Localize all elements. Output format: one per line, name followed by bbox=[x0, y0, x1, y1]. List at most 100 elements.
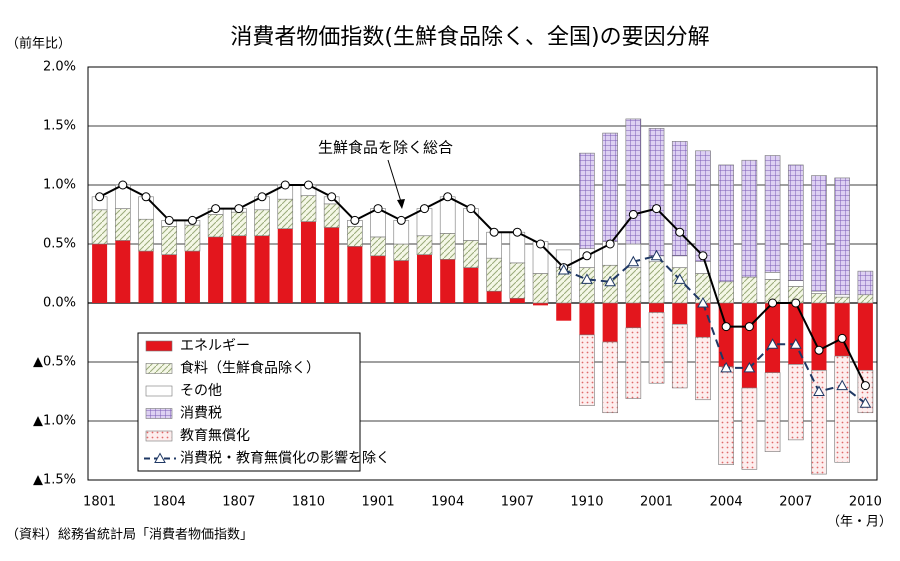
bar-segment bbox=[671, 323, 688, 389]
bar-segment bbox=[741, 159, 758, 278]
bar-segment bbox=[579, 303, 595, 335]
bar-segment bbox=[184, 224, 201, 252]
line bbox=[99, 183, 867, 387]
bar-segment bbox=[718, 303, 734, 367]
bar-segment bbox=[416, 235, 433, 255]
bar-segment bbox=[231, 211, 247, 237]
bar-segment bbox=[579, 152, 595, 250]
legend-label: 消費税 bbox=[180, 406, 222, 422]
bar-segment bbox=[91, 209, 108, 245]
bar-segment bbox=[439, 196, 456, 234]
marker bbox=[489, 227, 499, 237]
marker bbox=[187, 215, 197, 225]
bar-segment bbox=[115, 240, 131, 303]
bar-segment bbox=[370, 236, 386, 257]
bar-segment bbox=[811, 175, 827, 292]
bar-segment bbox=[764, 272, 781, 280]
bar-segment bbox=[811, 303, 827, 371]
marker bbox=[280, 180, 290, 190]
y-tick-label: 0.5% bbox=[43, 237, 76, 252]
x-tick-label: 1801 bbox=[83, 495, 116, 510]
bar-segment bbox=[161, 226, 178, 255]
bar-segment bbox=[440, 259, 456, 303]
bar-segment bbox=[207, 214, 224, 238]
x-tick-label: 1810 bbox=[292, 495, 325, 510]
bar-segment bbox=[463, 240, 479, 268]
y-tick-label: 0.0% bbox=[43, 296, 76, 311]
bar-segment bbox=[857, 369, 874, 414]
bar-segment bbox=[254, 209, 270, 237]
marker bbox=[536, 239, 546, 249]
bar-segment bbox=[509, 262, 526, 299]
marker bbox=[582, 251, 592, 261]
bar-segment bbox=[486, 257, 502, 292]
y-tick-label: 1.0% bbox=[43, 178, 76, 193]
bar-segment bbox=[300, 195, 317, 222]
bar-segment bbox=[532, 273, 549, 304]
marker bbox=[859, 397, 872, 408]
marker bbox=[628, 210, 638, 219]
bar-segment bbox=[671, 255, 688, 268]
marker bbox=[303, 180, 313, 190]
annotation: 生鮮食品を除く総合 bbox=[318, 139, 453, 157]
marker bbox=[604, 275, 616, 287]
marker bbox=[744, 322, 754, 332]
legend-swatch bbox=[145, 408, 173, 419]
bar-segment bbox=[254, 235, 270, 303]
legend-marker bbox=[154, 452, 166, 463]
marker bbox=[743, 361, 756, 373]
marker bbox=[512, 227, 522, 237]
marker bbox=[419, 204, 429, 214]
bar-segment bbox=[324, 227, 340, 303]
bar-segment bbox=[602, 303, 618, 342]
bar-segment bbox=[765, 303, 781, 373]
bar-segment bbox=[695, 303, 711, 338]
bar-segment bbox=[625, 267, 642, 304]
marker bbox=[557, 263, 570, 275]
bar-segment bbox=[602, 132, 618, 242]
bar-segment bbox=[695, 150, 711, 262]
y-tick-label: ▲0.5% bbox=[33, 355, 76, 370]
bar-segment bbox=[857, 294, 874, 304]
bar-segment bbox=[323, 203, 340, 228]
bar-segment bbox=[208, 236, 224, 303]
annotation-arrow bbox=[387, 159, 403, 206]
bar-segment bbox=[533, 303, 549, 306]
marker bbox=[350, 215, 360, 225]
legend-swatch bbox=[145, 340, 173, 352]
bar-segment bbox=[277, 198, 294, 229]
x-tick-label: 2010 bbox=[849, 495, 882, 510]
marker bbox=[650, 249, 663, 261]
bar-segment bbox=[184, 251, 200, 303]
bar-segment bbox=[393, 243, 410, 261]
y-tick-label: ▲1.5% bbox=[33, 473, 76, 488]
y-tick-label: 2.0% bbox=[43, 60, 76, 75]
bar-segment bbox=[811, 369, 827, 475]
bar-segment bbox=[115, 208, 131, 241]
x-tick-label: 1904 bbox=[431, 495, 464, 510]
bar-segment bbox=[347, 246, 363, 303]
x-tick-label: 2007 bbox=[779, 495, 812, 510]
legend-label: その他 bbox=[180, 383, 222, 399]
marker bbox=[768, 298, 778, 308]
bar-segment bbox=[672, 303, 688, 325]
y-tick-label: ▲1.0% bbox=[33, 414, 76, 429]
bar-segment bbox=[393, 260, 409, 303]
y-tick-label: 1.5% bbox=[43, 119, 76, 134]
marker bbox=[396, 215, 406, 225]
bar-segment bbox=[625, 303, 641, 328]
bar-segment bbox=[764, 372, 781, 452]
x-axis-label: （年・月） bbox=[827, 515, 892, 530]
legend-label: 教育無償化 bbox=[180, 428, 250, 444]
marker bbox=[791, 298, 801, 308]
bar-segment bbox=[370, 255, 386, 303]
bar-segment bbox=[509, 231, 526, 264]
marker bbox=[373, 204, 383, 214]
bar-segment bbox=[811, 290, 827, 294]
bar-segment bbox=[695, 336, 711, 401]
bar-segment bbox=[718, 164, 734, 283]
marker bbox=[141, 192, 151, 202]
bar-segment bbox=[787, 280, 804, 287]
plot-frame bbox=[87, 66, 878, 481]
marker bbox=[234, 204, 244, 214]
